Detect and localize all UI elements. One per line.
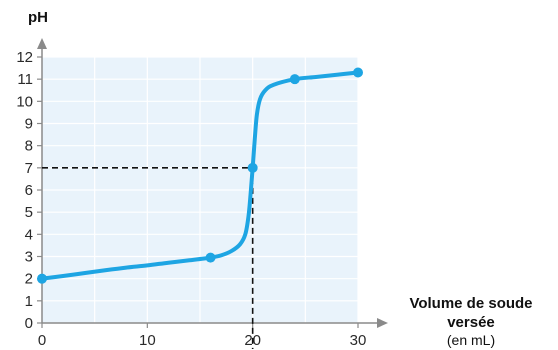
- y-tick-label: 11: [17, 71, 33, 88]
- y-tick-label: 2: [25, 271, 33, 288]
- equivalence-guides: [42, 167, 254, 349]
- y-tick-label: 4: [25, 226, 33, 243]
- x-axis-arrow: [377, 318, 388, 328]
- data-point-marker: [289, 74, 300, 85]
- data-point-marker: [353, 67, 363, 78]
- y-tick-label: 8: [25, 138, 33, 155]
- y-tick-label: 6: [25, 182, 33, 199]
- y-axis-title: pH: [28, 9, 48, 26]
- y-axis-arrow: [37, 38, 47, 49]
- x-tick-label: 30: [350, 332, 367, 349]
- y-tick-label: 3: [25, 249, 33, 266]
- series: [37, 67, 363, 284]
- y-tick-label: 0: [25, 315, 33, 332]
- data-point-marker: [247, 162, 258, 173]
- y-tick-label: 9: [25, 116, 33, 133]
- x-tick-label: 10: [139, 332, 156, 349]
- x-axis-title-line-1: Volume de soude: [409, 295, 532, 312]
- x-tick-label: 0: [38, 332, 46, 349]
- y-tick-label: 12: [16, 49, 33, 66]
- y-tick-label: 7: [25, 160, 33, 177]
- x-axis-unit: (en mL): [447, 332, 495, 348]
- y-tick-label: 10: [16, 93, 33, 110]
- x-axis-title-line-2: versée: [447, 314, 495, 331]
- data-point-marker: [205, 252, 216, 263]
- y-tick-label: 5: [25, 204, 33, 221]
- y-tick-label: 1: [25, 293, 33, 310]
- data-point-marker: [37, 273, 47, 284]
- titration-curve: [40, 70, 360, 281]
